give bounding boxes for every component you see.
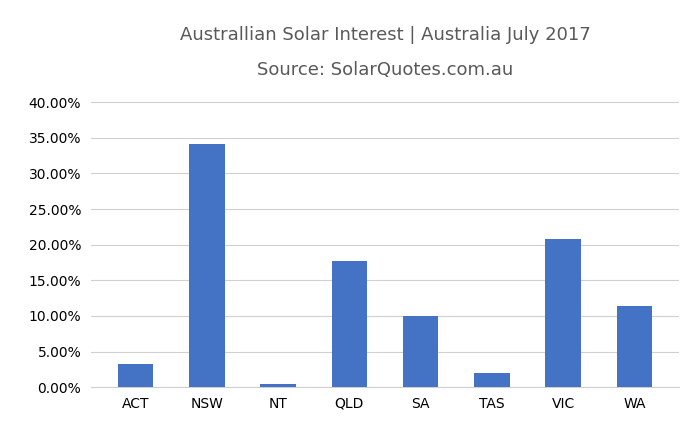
Bar [617, 306, 652, 387]
Bar [402, 316, 438, 387]
Bar [189, 144, 225, 387]
Bar [332, 261, 368, 387]
Bar [260, 384, 296, 387]
Bar [474, 373, 510, 387]
Bar [545, 239, 581, 387]
Text: Australlian Solar Interest | Australia July 2017: Australlian Solar Interest | Australia J… [180, 26, 590, 44]
Bar [118, 364, 153, 387]
Text: Source: SolarQuotes.com.au: Source: SolarQuotes.com.au [257, 61, 513, 79]
